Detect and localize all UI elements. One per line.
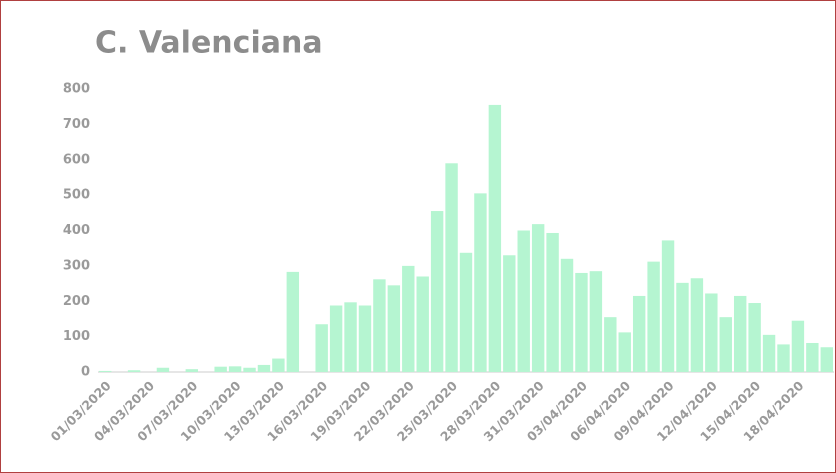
bar xyxy=(344,302,357,372)
bar xyxy=(820,347,833,372)
bar xyxy=(214,366,227,372)
y-tick-label: 800 xyxy=(63,82,90,97)
bar xyxy=(286,271,300,372)
y-tick-label: 400 xyxy=(63,223,90,238)
bar xyxy=(156,367,170,372)
bar xyxy=(719,317,732,372)
y-tick-label: 100 xyxy=(63,329,90,344)
bar xyxy=(676,282,689,372)
bar xyxy=(416,276,429,372)
bar xyxy=(618,332,631,372)
bar xyxy=(315,324,328,372)
bar xyxy=(690,278,704,372)
bar xyxy=(546,232,559,372)
y-tick-label: 0 xyxy=(81,365,90,380)
bar xyxy=(445,163,458,372)
bar xyxy=(560,258,574,372)
y-tick-label: 300 xyxy=(63,258,90,273)
bar xyxy=(604,317,617,372)
bar xyxy=(748,303,761,372)
bar xyxy=(185,369,199,372)
bar xyxy=(459,252,473,372)
bar xyxy=(373,279,386,372)
bar xyxy=(243,367,256,372)
bar xyxy=(272,358,285,372)
bar xyxy=(329,305,343,372)
bar xyxy=(661,240,675,372)
bar xyxy=(632,295,646,372)
bar xyxy=(705,293,718,372)
bar xyxy=(589,271,603,372)
bar xyxy=(358,305,372,372)
bar xyxy=(733,295,747,372)
bar xyxy=(488,104,502,372)
y-tick-label: 500 xyxy=(63,188,90,203)
bar xyxy=(762,334,776,372)
bar xyxy=(430,211,444,372)
bar xyxy=(531,224,545,372)
bar xyxy=(257,364,271,372)
bar xyxy=(791,320,805,372)
bar xyxy=(777,344,790,372)
bar xyxy=(517,230,530,372)
y-tick-label: 600 xyxy=(63,152,90,167)
bar xyxy=(503,255,516,372)
bar xyxy=(228,366,242,372)
bar xyxy=(387,285,401,372)
chart-title: C. Valenciana xyxy=(95,26,323,61)
bar xyxy=(575,272,588,372)
bar xyxy=(806,342,819,372)
bar xyxy=(127,370,141,372)
bar xyxy=(402,265,415,372)
y-tick-label: 200 xyxy=(63,294,90,309)
y-tick-label: 700 xyxy=(63,117,90,132)
bar xyxy=(474,193,487,372)
bar xyxy=(647,261,660,372)
bar xyxy=(99,370,112,372)
